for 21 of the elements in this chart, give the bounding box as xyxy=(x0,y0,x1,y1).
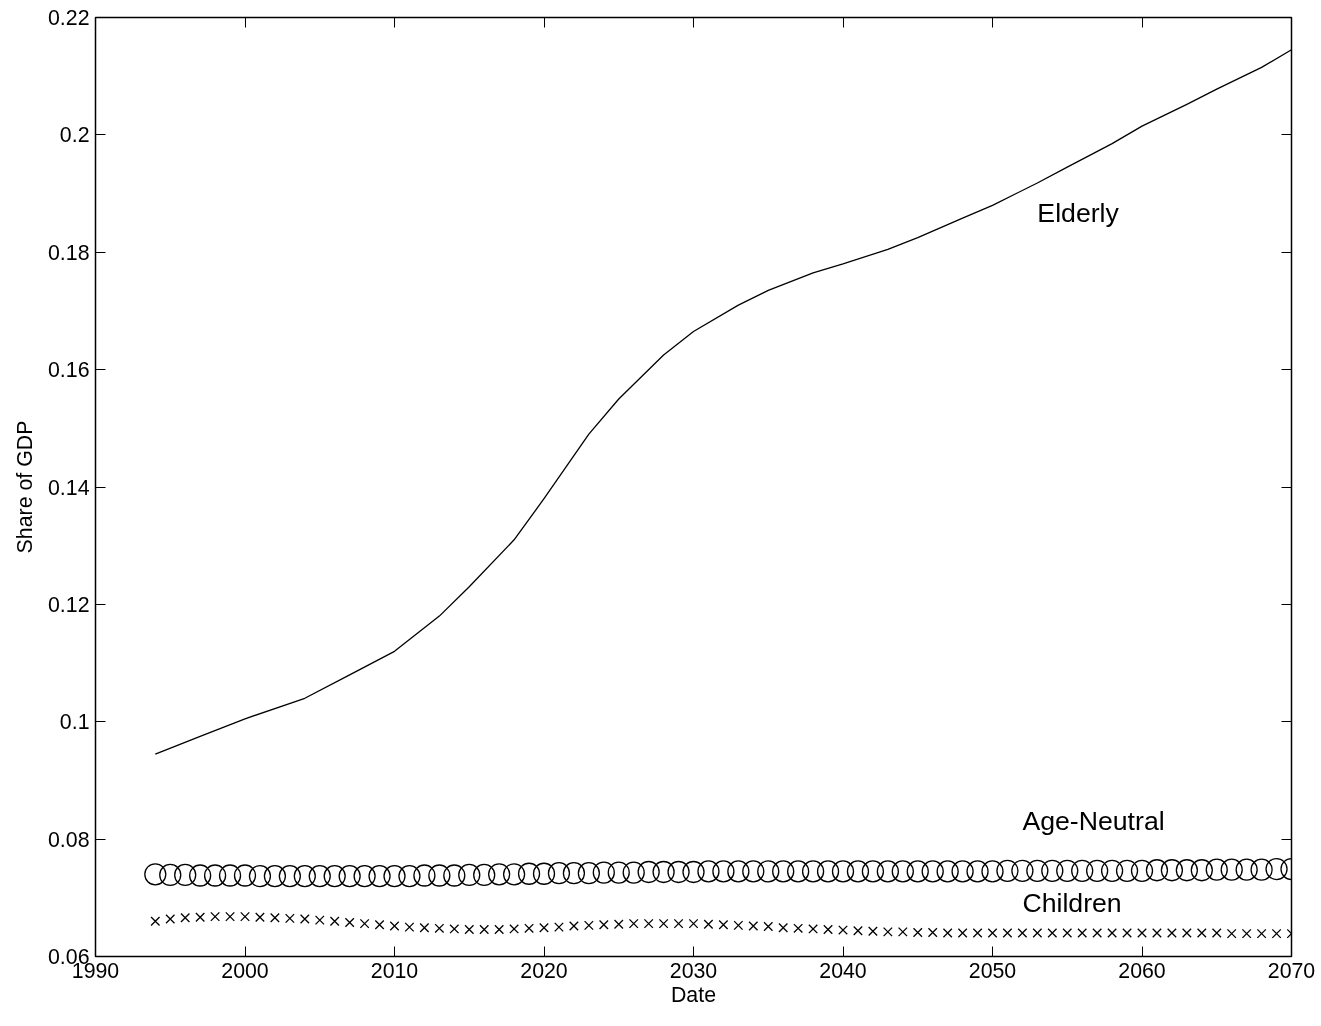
x-tick-label: 2050 xyxy=(968,958,1017,983)
y-tick-label: 0.08 xyxy=(47,827,90,852)
x-tick-label: 2070 xyxy=(1267,958,1316,983)
series-label: Elderly xyxy=(1037,198,1120,228)
x-tick-label: 2020 xyxy=(520,958,568,983)
y-axis-title: Share of GDP xyxy=(12,420,37,554)
x-axis-title: Date xyxy=(670,982,717,1007)
y-tick-label: 0.22 xyxy=(47,6,90,30)
series-label: Age-Neutral xyxy=(1022,805,1165,836)
y-tick-label: 0.1 xyxy=(59,710,90,735)
x-tick-label: 2010 xyxy=(370,958,419,983)
x-tick-label: 2030 xyxy=(669,958,718,983)
x-tick-label: 2060 xyxy=(1118,958,1166,983)
series-label: Children xyxy=(1022,888,1122,919)
y-tick-label: 0.16 xyxy=(47,358,90,383)
x-tick-label: 2000 xyxy=(221,958,269,983)
y-tick-label: 0.14 xyxy=(47,475,90,500)
y-tick-label: 0.2 xyxy=(59,123,90,148)
y-tick-label: 0.12 xyxy=(47,592,90,617)
x-tick-label: 2040 xyxy=(819,958,867,983)
y-tick-label: 0.18 xyxy=(47,240,90,265)
